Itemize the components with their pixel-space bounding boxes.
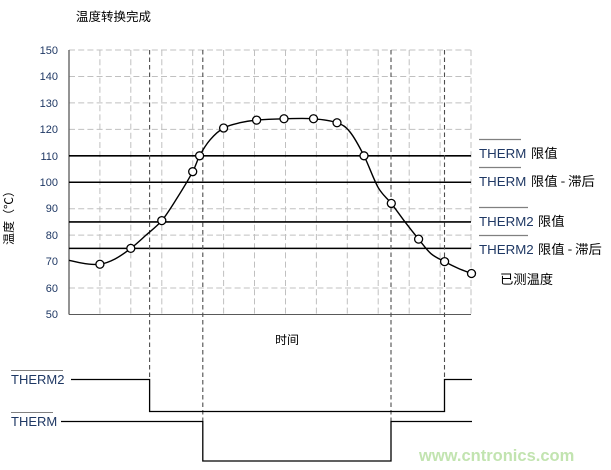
svg-text:限值: 限值 bbox=[538, 211, 565, 230]
svg-text:THERM: THERM bbox=[479, 146, 526, 161]
svg-text:100: 100 bbox=[40, 177, 58, 189]
svg-text:130: 130 bbox=[40, 98, 58, 110]
svg-text:www.cntronics.com: www.cntronics.com bbox=[418, 447, 574, 465]
svg-text:150: 150 bbox=[40, 45, 58, 57]
svg-text:限值 - 滞后: 限值 - 滞后 bbox=[538, 239, 602, 258]
svg-text:时间: 时间 bbox=[275, 331, 299, 348]
svg-text:温度（℃）: 温度（℃） bbox=[0, 185, 17, 245]
svg-text:70: 70 bbox=[46, 256, 58, 268]
svg-text:110: 110 bbox=[40, 151, 58, 163]
svg-text:THERM2: THERM2 bbox=[479, 242, 534, 257]
svg-text:120: 120 bbox=[40, 124, 58, 136]
svg-text:THERM: THERM bbox=[11, 414, 57, 429]
svg-text:140: 140 bbox=[40, 71, 58, 83]
svg-text:已测温度: 已测温度 bbox=[500, 269, 553, 288]
svg-text:60: 60 bbox=[46, 283, 58, 295]
svg-text:THERM2: THERM2 bbox=[479, 214, 534, 229]
svg-text:THERM2: THERM2 bbox=[11, 372, 64, 387]
svg-text:温度转换完成: 温度转换完成 bbox=[76, 6, 151, 25]
svg-text:80: 80 bbox=[46, 230, 58, 242]
svg-text:90: 90 bbox=[46, 203, 58, 215]
svg-text:限值: 限值 bbox=[531, 143, 558, 162]
svg-text:THERM: THERM bbox=[479, 174, 526, 189]
svg-text:50: 50 bbox=[46, 309, 58, 321]
svg-text:限值 - 滞后: 限值 - 滞后 bbox=[531, 171, 595, 190]
